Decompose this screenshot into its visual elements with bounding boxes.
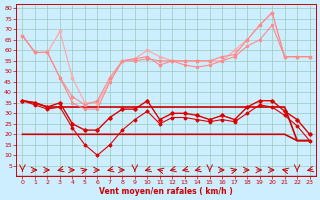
X-axis label: Vent moyen/en rafales ( km/h ): Vent moyen/en rafales ( km/h ) <box>99 187 233 196</box>
